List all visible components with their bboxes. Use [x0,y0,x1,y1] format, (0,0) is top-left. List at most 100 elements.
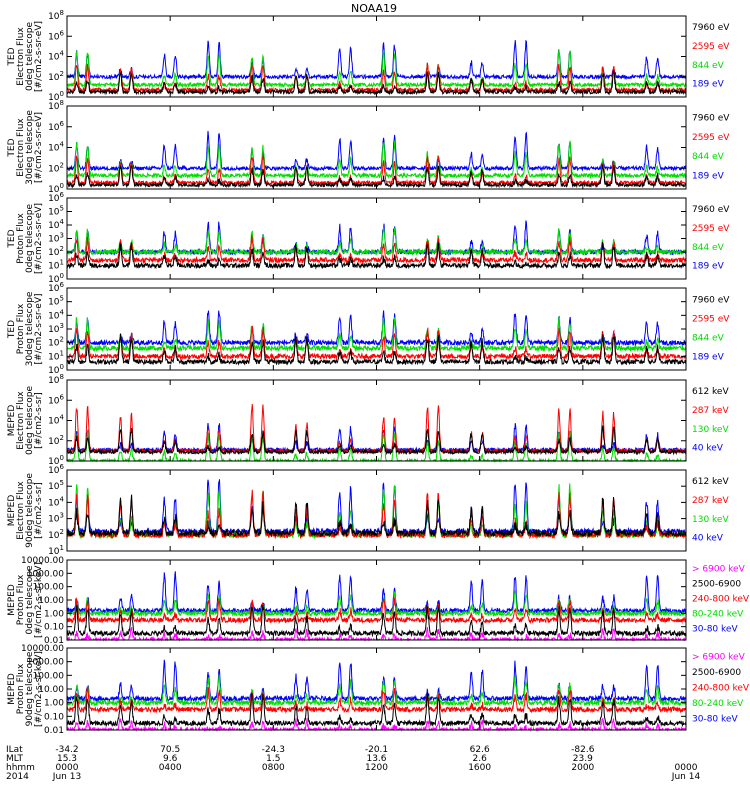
legend-entry: 80-240 keV [692,699,744,709]
x-tick-label: 2000 [571,763,594,773]
y-axis-label-line: [#/cm2-s-sr-eV] [34,21,44,92]
legend-entry: 30-80 keV [692,625,738,635]
y-tick-label: 106 [48,393,64,406]
x-row-label: 2014 [6,772,29,782]
y-tick-label: 101 [48,349,64,362]
panel-frame [66,469,687,552]
y-tick-label: 0.10 [44,712,64,722]
legend-entry: 189 eV [692,80,725,90]
y-axis-label-line: Electron Flux [16,481,26,540]
series-ted-e-0-0 [66,69,687,96]
y-tick-label: 104 [48,218,64,231]
legend-entry: 844 eV [692,243,725,253]
x-tick-label: 1.5 [266,754,280,764]
y-axis-label-line: [#/cm2-s-sr-eV] [34,203,44,274]
series-ted-p-0-1 [66,235,687,265]
series-ted-p-30-2 [66,316,687,353]
series-ted-p-0-0 [66,241,687,270]
y-axis-label-line: TED [7,320,17,339]
legend-entry: 189 eV [692,171,725,181]
x-tick-label: 0400 [159,763,182,773]
panel-meped-p-90: 0.010.101.0010.00100.001000.0010000.00ME… [7,644,750,736]
y-tick-label: 1000.00 [27,569,64,579]
y-axis-label: TEDElectron Flux30deg telescope[#/cm2-s-… [7,110,44,185]
x-tick-label: 15.3 [57,754,77,764]
y-axis-label: TEDElectron Flux0deg telescope[#/cm2-s-s… [7,21,44,92]
y-tick-label: 104 [48,414,64,427]
x-tick-label: 1200 [365,763,388,773]
y-axis-label-line: TED [7,47,17,66]
y-axis-label-line: [#/cm2-s-sr-keV] [34,562,44,638]
legend-entry: 2595 eV [692,42,730,52]
y-tick-label: 10000.00 [21,644,64,654]
legend-entry: 7960 eV [692,23,730,33]
y-axis-label-line: Electron Flux [16,118,26,177]
x-tick-label: -24.3 [262,745,285,755]
legend-entry: 7960 eV [692,295,730,305]
y-axis-label: TEDProton Flux0deg telescope[#/cm2-s-sr-… [7,203,44,274]
x-tick-label: 0800 [262,763,285,773]
y-tick-label: 10.00 [38,685,64,695]
y-axis-label-line: [#/cm2-s-sr] [34,392,44,449]
y-tick-label: 108 [48,9,64,22]
legend-entry: 2500-6900 [692,579,741,589]
y-axis-label-line: TED [7,138,17,157]
y-tick-label: 102 [48,528,64,541]
legend-entry: 7960 eV [692,205,730,215]
y-tick-label: 106 [48,120,64,133]
y-tick-label: 103 [48,512,64,525]
legend-entry: 612 keV [692,387,729,397]
y-axis-label-line: 0deg telescope [25,204,35,274]
y-tick-label: 0.01 [44,636,64,646]
y-tick-label: 103 [48,322,64,335]
y-axis-label-line: MEPED [7,584,17,616]
y-axis-label: MEPEDElectron Flux0deg telescope[#/cm2-s… [7,386,44,456]
legend-entry: 40 keV [692,444,724,454]
y-tick-label: 102 [48,245,64,258]
y-tick-label: 1000.00 [27,658,64,668]
x-tick-label: -20.1 [365,745,388,755]
y-axis-label-line: 0deg telescope [25,22,35,92]
x-tick-label: -34.2 [55,745,78,755]
legend-entry: 189 eV [692,353,725,363]
legend-entry: 7960 eV [692,113,730,123]
y-tick-label: 105 [48,295,64,308]
x-tick-label: 13.6 [366,754,386,764]
series-meped-e-0-1 [66,404,687,455]
series-meped-e-0-0 [66,425,687,456]
y-tick-label: 104 [48,495,64,508]
series-ted-p-30-3 [66,310,687,347]
y-axis-label-line: TED [7,229,17,248]
x-row-label: ILat [6,745,23,755]
y-tick-label: 102 [48,434,64,447]
y-axis-label-line: [#/cm2-s-sr-eV] [34,294,44,365]
series-ted-e-30-3 [66,130,687,172]
y-axis-label-line: Proton Flux [16,303,26,354]
legend-entry: 189 eV [692,262,725,272]
legend-entry: 287 keV [692,406,729,416]
legend-entry: 844 eV [692,61,725,71]
series-meped-p-0-2 [66,597,687,625]
y-tick-label: 10000.00 [21,556,64,566]
y-axis-label-line: MEPED [7,495,17,527]
y-axis-label: TEDProton Flux30deg telescope[#/cm2-s-sr… [7,291,44,366]
x-tick-label: 0000 [56,763,79,773]
y-tick-label: 1.00 [44,699,64,709]
series-meped-p-90-1 [66,691,687,728]
y-tick-label: 104 [48,141,64,154]
y-axis-label-line: [#/cm2-s-sr-eV] [34,112,44,183]
y-tick-label: 102 [48,70,64,83]
legend-entry: > 6900 keV [692,653,746,663]
y-axis-label-line: [#/cm2-s-sr] [34,482,44,539]
legend-entry: 130 keV [692,515,729,525]
legend-entry: 844 eV [692,333,725,343]
y-axis-label-line: 0deg telescope [25,386,35,456]
x-tick-label: 9.6 [163,754,178,764]
legend-entry: 2595 eV [692,133,730,143]
y-axis-label-line: 90deg telescope [25,473,35,548]
y-axis-label-line: MEPED [7,405,17,437]
